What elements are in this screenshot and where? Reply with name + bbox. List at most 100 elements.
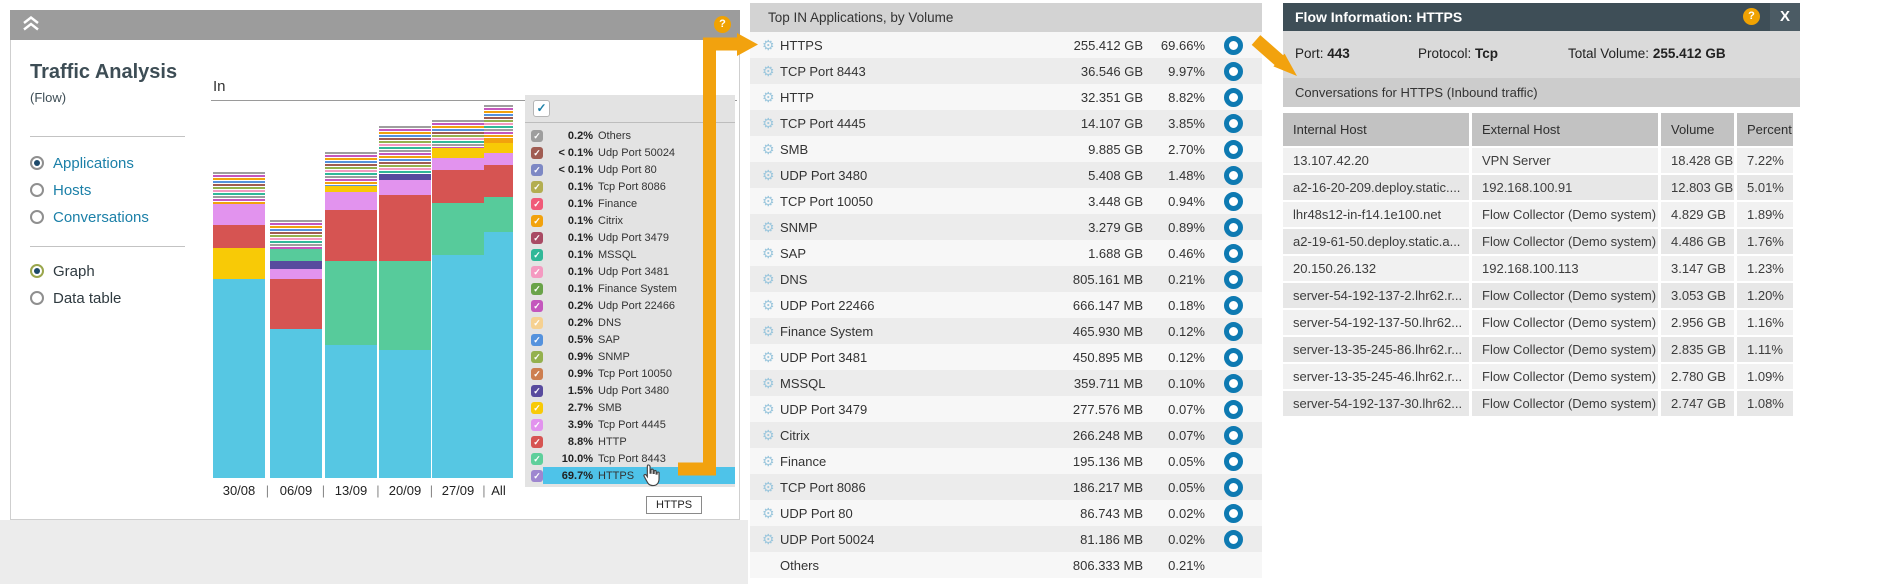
drilldown-icon[interactable] (1224, 295, 1243, 315)
radio-graph-control[interactable] (30, 264, 44, 278)
bar-segment-Tcp Port 8443[interactable] (432, 203, 484, 255)
app-row-TCP Port 10050[interactable]: ⚙ TCP Port 10050 3.448 GB 0.94% (750, 188, 1262, 214)
legend-item-HTTP[interactable]: ✓ 8.8% HTTP (525, 433, 735, 450)
drilldown-icon[interactable] (1224, 425, 1243, 445)
legend-item-Tcp Port 8086[interactable]: ✓ 0.1% Tcp Port 8086 (525, 178, 735, 195)
conversation-row[interactable]: server-13-35-245-86.lhr62.r... Flow Colle… (1283, 337, 1800, 362)
stacked-bar-All[interactable] (484, 105, 513, 478)
panel-collapse-bar[interactable] (10, 10, 740, 40)
bar-segment-HTTP[interactable] (379, 195, 431, 261)
bar-segment-Tcp Port 4445[interactable] (432, 158, 484, 170)
bar-segment-HTTPS[interactable] (432, 255, 484, 478)
legend-item-Others[interactable]: ✓ 0.2% Others (525, 127, 735, 144)
drilldown-icon[interactable] (1224, 399, 1243, 419)
app-row-Citrix[interactable]: ⚙ Citrix 266.248 MB 0.07% (750, 422, 1262, 448)
app-row-TCP Port 4445[interactable]: ⚙ TCP Port 4445 14.107 GB 3.85% (750, 110, 1262, 136)
app-row-SAP[interactable]: ⚙ SAP 1.688 GB 0.46% (750, 240, 1262, 266)
bar-segment-HTTPS[interactable] (379, 350, 431, 478)
legend-item-Udp Port 3481[interactable]: ✓ 0.1% Udp Port 3481 (525, 263, 735, 280)
flow-help-icon[interactable]: ? (1743, 8, 1760, 25)
bar-segment-HTTPS[interactable] (484, 232, 513, 478)
legend-item-SNMP[interactable]: ✓ 0.9% SNMP (525, 348, 735, 365)
radio-graph[interactable]: Graph (30, 260, 95, 282)
bar-segment-HTTP[interactable] (270, 279, 322, 329)
legend-checkbox[interactable]: ✓ (531, 163, 543, 176)
legend-item-Udp Port 22466[interactable]: ✓ 0.2% Udp Port 22466 (525, 297, 735, 314)
legend-checkbox[interactable]: ✓ (531, 248, 543, 261)
drilldown-icon[interactable] (1224, 35, 1243, 55)
bar-segment-Tcp Port 8443[interactable] (270, 249, 322, 261)
app-row-MSSQL[interactable]: ⚙ MSSQL 359.711 MB 0.10% (750, 370, 1262, 396)
stacked-bar-20/09[interactable] (379, 126, 431, 478)
drilldown-icon[interactable] (1224, 139, 1243, 159)
bar-segment-Tcp Port 8443[interactable] (325, 261, 377, 345)
bar-segment-Citrix[interactable] (484, 138, 513, 143)
legend-checkbox[interactable]: ✓ (531, 418, 543, 431)
legend-checkbox[interactable]: ✓ (531, 350, 543, 363)
legend-checkbox[interactable]: ✓ (531, 316, 543, 329)
legend-item-SAP[interactable]: ✓ 0.5% SAP (525, 331, 735, 348)
app-row-SMB[interactable]: ⚙ SMB 9.885 GB 2.70% (750, 136, 1262, 162)
legend-item-Udp Port 80[interactable]: ✓ < 0.1% Udp Port 80 (525, 161, 735, 178)
radio-conversations-control[interactable] (30, 210, 44, 224)
legend-item-Udp Port 50024[interactable]: ✓ < 0.1% Udp Port 50024 (525, 144, 735, 161)
bar-segment-Tcp Port 4445[interactable] (270, 269, 322, 279)
legend-checkbox[interactable]: ✓ (531, 384, 543, 397)
bar-segment-HTTPS[interactable] (270, 329, 322, 478)
drilldown-icon[interactable] (1224, 165, 1243, 185)
bar-segment-small-mix[interactable] (379, 126, 431, 174)
bar-segment-HTTP[interactable] (325, 210, 377, 261)
collapse-panel-icon[interactable] (22, 15, 40, 36)
legend-checkbox[interactable]: ✓ (531, 180, 543, 193)
drilldown-icon[interactable] (1224, 529, 1243, 549)
bar-segment-Tcp Port 4445[interactable] (213, 204, 265, 225)
legend-item-Udp Port 3480[interactable]: ✓ 1.5% Udp Port 3480 (525, 382, 735, 399)
app-row-Finance[interactable]: ⚙ Finance 195.136 MB 0.05% (750, 448, 1262, 474)
stacked-bar-13/09[interactable] (325, 152, 377, 478)
conversation-row[interactable]: lhr48s12-in-f14.1e100.net Flow Collector … (1283, 202, 1800, 227)
bar-segment-Tcp Port 4445[interactable] (325, 192, 377, 210)
help-icon[interactable]: ? (714, 16, 731, 33)
legend-checkbox[interactable]: ✓ (531, 265, 543, 278)
bar-segment-small-mix[interactable] (270, 220, 322, 249)
drilldown-icon[interactable] (1224, 451, 1243, 471)
radio-conversations[interactable]: Conversations (30, 206, 149, 228)
radio-hosts-control[interactable] (30, 183, 44, 197)
conversation-row[interactable]: 20.150.26.132 192.168.100.113 3.147 GB 1.23… (1283, 256, 1800, 281)
drilldown-icon[interactable] (1224, 321, 1243, 341)
bar-segment-small-mix[interactable] (432, 120, 484, 148)
bar-segment-Tcp Port 8443[interactable] (484, 197, 513, 232)
conversation-row[interactable]: server-54-192-137-2.lhr62.r... Flow Colle… (1283, 283, 1800, 308)
app-row-UDP Port 80[interactable]: ⚙ UDP Port 80 86.743 MB 0.02% (750, 500, 1262, 526)
app-row-DNS[interactable]: ⚙ DNS 805.161 MB 0.21% (750, 266, 1262, 292)
legend-item-DNS[interactable]: ✓ 0.2% DNS (525, 314, 735, 331)
app-row-Others[interactable]: Others 806.333 MB 0.21% (750, 552, 1262, 578)
legend-item-Tcp Port 4445[interactable]: ✓ 3.9% Tcp Port 4445 (525, 416, 735, 433)
legend-item-Finance System[interactable]: ✓ 0.1% Finance System (525, 280, 735, 297)
legend-checkbox[interactable]: ✓ (531, 129, 543, 142)
bar-segment-SMB[interactable] (325, 186, 377, 192)
legend-item-Tcp Port 10050[interactable]: ✓ 0.9% Tcp Port 10050 (525, 365, 735, 382)
legend-item-Tcp Port 8443[interactable]: ✓ 10.0% Tcp Port 8443 (525, 450, 735, 467)
radio-hosts[interactable]: Hosts (30, 179, 91, 201)
legend-item-Citrix[interactable]: ✓ 0.1% Citrix (525, 212, 735, 229)
drilldown-icon[interactable] (1224, 191, 1243, 211)
bar-segment-SMB[interactable] (432, 148, 484, 158)
drilldown-icon[interactable] (1224, 61, 1243, 81)
app-row-UDP Port 50024[interactable]: ⚙ UDP Port 50024 81.186 MB 0.02% (750, 526, 1262, 552)
bar-segment-Tcp Port 8443[interactable] (379, 261, 431, 350)
stacked-bar-27/09[interactable] (432, 120, 484, 478)
app-row-UDP Port 22466[interactable]: ⚙ UDP Port 22466 666.147 MB 0.18% (750, 292, 1262, 318)
bar-segment-HTTPS[interactable] (213, 279, 265, 478)
legend-checkbox[interactable]: ✓ (531, 231, 543, 244)
conversation-row[interactable]: 13.107.42.20 VPN Server 18.428 GB 7.22% (1283, 148, 1800, 173)
bar-segment-small-mix[interactable] (484, 105, 513, 138)
legend-checkbox[interactable]: ✓ (531, 401, 543, 414)
drilldown-icon[interactable] (1224, 269, 1243, 289)
drilldown-icon[interactable] (1224, 243, 1243, 263)
legend-item-MSSQL[interactable]: ✓ 0.1% MSSQL (525, 246, 735, 263)
drilldown-icon[interactable] (1224, 87, 1243, 107)
legend-checkbox[interactable]: ✓ (531, 282, 543, 295)
radio-applications[interactable]: Applications (30, 152, 134, 174)
app-row-TCP Port 8086[interactable]: ⚙ TCP Port 8086 186.217 MB 0.05% (750, 474, 1262, 500)
